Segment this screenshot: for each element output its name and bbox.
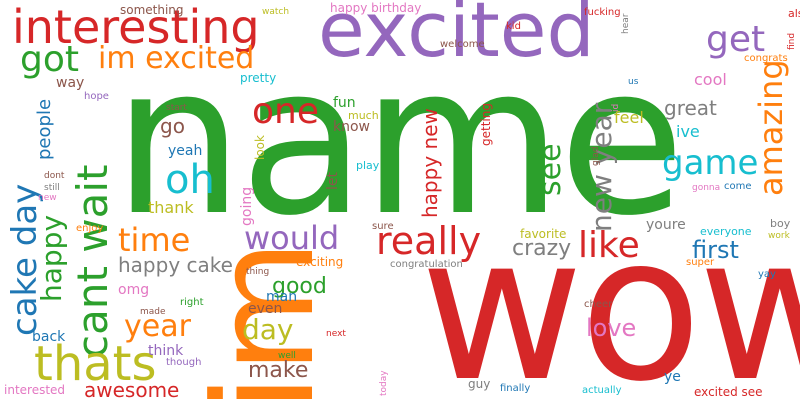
word-actually: actually bbox=[582, 385, 622, 396]
word-favorite: favorite bbox=[520, 227, 567, 241]
word-congratulation: congratulation bbox=[390, 259, 463, 270]
word-cant-wait: cant wait bbox=[68, 164, 117, 359]
word-made: made bbox=[140, 307, 166, 317]
word-oh: oh bbox=[165, 157, 215, 203]
word-even: even bbox=[248, 301, 283, 317]
word-interesting: interesting bbox=[12, 0, 260, 54]
word-good: good bbox=[272, 274, 327, 299]
word-thank: thank bbox=[148, 198, 194, 217]
word-much: much bbox=[348, 109, 379, 122]
word-start: start bbox=[166, 103, 187, 113]
word-us: us bbox=[628, 77, 639, 87]
word-youre: youre bbox=[646, 217, 686, 233]
word-wow: wow bbox=[420, 193, 800, 400]
word-right: right bbox=[180, 297, 204, 308]
word-day: day bbox=[242, 313, 294, 346]
word-happy: happy bbox=[35, 214, 68, 302]
word-im-excited: im excited bbox=[98, 41, 255, 76]
word-finally: finally bbox=[500, 383, 531, 394]
word-today: today bbox=[379, 370, 389, 396]
word-still: still bbox=[44, 183, 60, 193]
word-way: way bbox=[56, 75, 85, 91]
word-crazy: crazy bbox=[512, 236, 572, 261]
word-new-year: new year bbox=[585, 102, 618, 232]
word-find: find bbox=[787, 32, 797, 50]
word-thats: thats bbox=[34, 336, 157, 392]
word-would: would bbox=[244, 219, 340, 257]
word-fun: fun bbox=[333, 95, 356, 111]
word-yay: yay bbox=[758, 269, 776, 280]
word-guy: guy bbox=[468, 377, 491, 391]
word-everyone: everyone bbox=[700, 225, 752, 238]
word-make: make bbox=[248, 358, 309, 383]
word-getting: getting bbox=[479, 103, 493, 146]
word-sure: sure bbox=[372, 221, 394, 232]
word-know: know bbox=[333, 119, 370, 135]
word-back: back bbox=[32, 329, 66, 345]
word-feel: feel bbox=[614, 108, 644, 127]
word-year: year bbox=[124, 309, 191, 344]
word-dont: dont bbox=[44, 171, 65, 181]
word-come: come bbox=[724, 181, 752, 192]
word-enjoy: enjoy bbox=[76, 223, 104, 234]
word-super: super bbox=[686, 257, 715, 268]
word-thing: thing bbox=[246, 267, 270, 277]
word-watch: watch bbox=[262, 7, 290, 17]
word-though: though bbox=[166, 357, 202, 368]
word-go: go bbox=[160, 114, 185, 138]
word-like: like bbox=[578, 225, 640, 266]
word-gonna: gonna bbox=[692, 183, 721, 193]
word-amazing: amazing bbox=[752, 59, 790, 196]
word-see: see bbox=[533, 143, 568, 196]
word-one: one bbox=[252, 91, 319, 132]
word-look: look bbox=[253, 135, 267, 160]
word-ive: ive bbox=[676, 122, 700, 141]
word-omg: omg bbox=[118, 282, 150, 298]
word-kid: kid bbox=[506, 21, 521, 32]
word-first: first bbox=[692, 236, 739, 264]
word-play: play bbox=[356, 159, 380, 172]
word-people: people bbox=[34, 98, 55, 160]
word-let: let bbox=[325, 172, 341, 190]
word-hear: hear bbox=[621, 13, 631, 34]
word-cool: cool bbox=[694, 70, 727, 89]
word-time: time bbox=[118, 221, 191, 259]
word-ye: ye bbox=[664, 369, 681, 385]
word-something: something bbox=[120, 3, 184, 17]
word-think: think bbox=[148, 343, 184, 359]
word-awesome: awesome bbox=[84, 378, 180, 400]
word-congrats: congrats bbox=[744, 53, 788, 64]
word-glad: glad bbox=[591, 146, 601, 166]
word-happy-new: happy new bbox=[418, 108, 442, 218]
word-interested: interested bbox=[4, 383, 66, 397]
word-happy-cake: happy cake bbox=[118, 253, 233, 277]
word-really: really bbox=[376, 219, 482, 263]
word-got: got bbox=[20, 39, 79, 80]
word-exciting: exciting bbox=[296, 255, 344, 269]
word-id: id bbox=[611, 103, 621, 112]
word-next: next bbox=[326, 329, 346, 339]
word-also: also bbox=[788, 7, 800, 20]
word-excited: excited bbox=[318, 0, 595, 74]
word-man: man bbox=[266, 289, 298, 305]
word-get: get bbox=[706, 19, 766, 60]
word-great: great bbox=[664, 96, 717, 120]
word-going: going bbox=[239, 186, 255, 226]
word-pretty: pretty bbox=[240, 71, 277, 85]
word-well: well bbox=[278, 351, 296, 361]
word-boy: boy bbox=[770, 217, 791, 230]
word-yeah: yeah bbox=[168, 143, 203, 159]
word-new: new bbox=[38, 193, 57, 203]
word-love: love bbox=[586, 314, 637, 342]
word-happy-birthday: happy birthday bbox=[330, 1, 422, 15]
word-welcome: welcome bbox=[440, 39, 485, 50]
word-game: game bbox=[662, 143, 759, 183]
word-cheer: cheer bbox=[584, 299, 613, 310]
word-excited-see: excited see bbox=[694, 385, 763, 399]
word-name: name bbox=[113, 21, 685, 261]
word-work: work bbox=[768, 231, 790, 241]
word-fucking: fucking bbox=[584, 7, 621, 18]
word-hope: hope bbox=[84, 91, 109, 102]
